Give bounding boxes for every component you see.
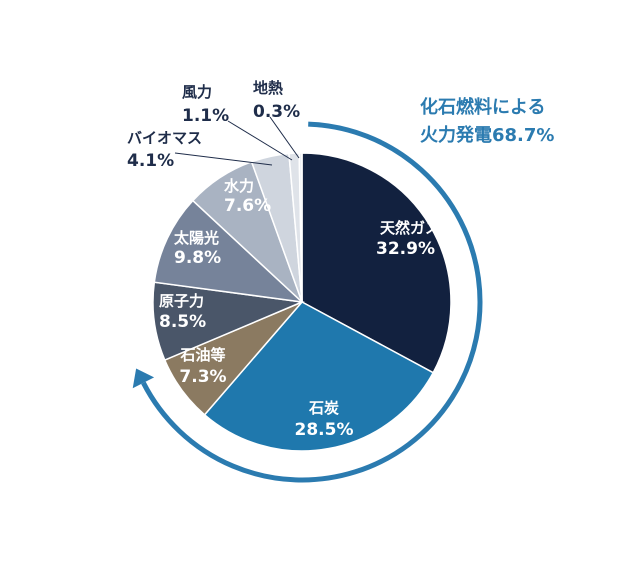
slice-value-label: 7.3% [179,367,226,387]
slice-value-label: 9.8% [174,248,221,268]
slice-name-label: 天然ガス [380,219,440,237]
slice-name-label: 地熱 [253,79,283,97]
slice-value-label: 1.1% [182,106,229,126]
annotation-line-1: 化石燃料による [420,96,545,118]
slice-name-label: 風力 [182,83,212,101]
fossil-fuel-arrow-arc [141,121,483,483]
fossil-fuel-arrowhead [132,368,155,389]
slice-name-label: 原子力 [159,292,204,310]
annotation-line-2: 火力発電68.7% [420,124,554,146]
slice-name-label: 石油等 [179,346,225,364]
slice-value-label: 28.5% [295,420,354,440]
pie-slice [301,152,452,374]
leader-line [269,116,300,159]
slice-value-label: 0.3% [253,102,300,122]
slice-name-label: 石炭 [308,399,339,417]
pie-slice [298,152,303,303]
slice-value-label: 8.5% [159,312,206,332]
slice-value-label: 4.1% [127,151,174,171]
slice-value-label: 7.6% [224,196,271,216]
pie-slice [203,301,435,452]
leader-line [174,152,273,166]
leader-line [227,120,293,161]
slice-name-label: 水力 [224,177,254,195]
pie-slice [153,199,305,304]
slice-name-label: バイオマス [127,129,202,147]
slice-name-label: 太陽光 [174,229,219,247]
slice-value-label: 32.9% [376,239,435,259]
